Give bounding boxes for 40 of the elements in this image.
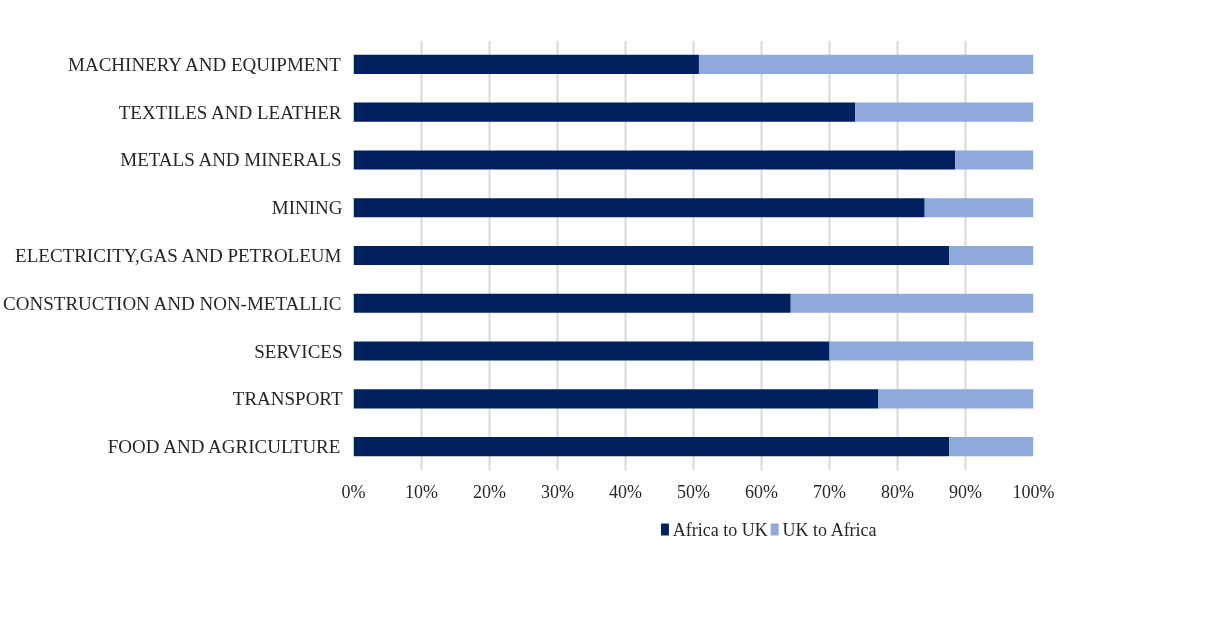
bar [878,389,1034,409]
bar [353,245,950,266]
y-tick-label: CONSTRUCTION AND NON-METALLIC [3,292,342,314]
bar [353,150,956,170]
x-tick-label: 60% [745,481,778,502]
x-tick-label: 10% [405,481,438,502]
x-tick-label: 0% [341,481,366,502]
bar [353,341,830,361]
y-tick-label: METALS AND MINERALS [120,149,342,171]
bar [949,245,1034,266]
bar [949,437,1034,457]
y-tick-label: TRANSPORT [232,388,343,410]
y-tick-label: ELECTRICITY,GAS AND PETROLEUM [15,245,342,266]
bar [353,198,925,218]
bar [829,341,1034,361]
bar [698,54,1034,74]
y-tick-label: MINING [271,197,343,219]
legend-label: UK to Africa [782,519,877,540]
x-tick-label: 100% [1012,481,1055,502]
bar [353,102,856,122]
y-tick-label: TEXTILES AND LEATHER [118,101,342,123]
x-tick-label: 20% [473,481,506,502]
legend-label: Africa to UK [672,519,768,540]
y-tick-label: SERVICES [254,340,343,362]
bar [353,389,879,409]
x-tick-label: 90% [949,481,982,502]
bar [855,102,1034,122]
bar [790,293,1034,313]
bar [353,54,699,74]
bar [924,198,1034,218]
bar [353,293,791,313]
y-tick-label: FOOD AND AGRICULTURE [107,436,341,458]
x-tick-label: 30% [541,481,574,502]
x-tick-label: 70% [813,481,846,502]
x-tick-label: 40% [609,481,642,502]
bar [955,150,1034,170]
bar [353,437,950,457]
y-tick-label: MACHINERY AND EQUIPMENT [68,53,342,75]
x-tick-label: 80% [881,481,914,502]
x-tick-label: 50% [677,481,710,502]
